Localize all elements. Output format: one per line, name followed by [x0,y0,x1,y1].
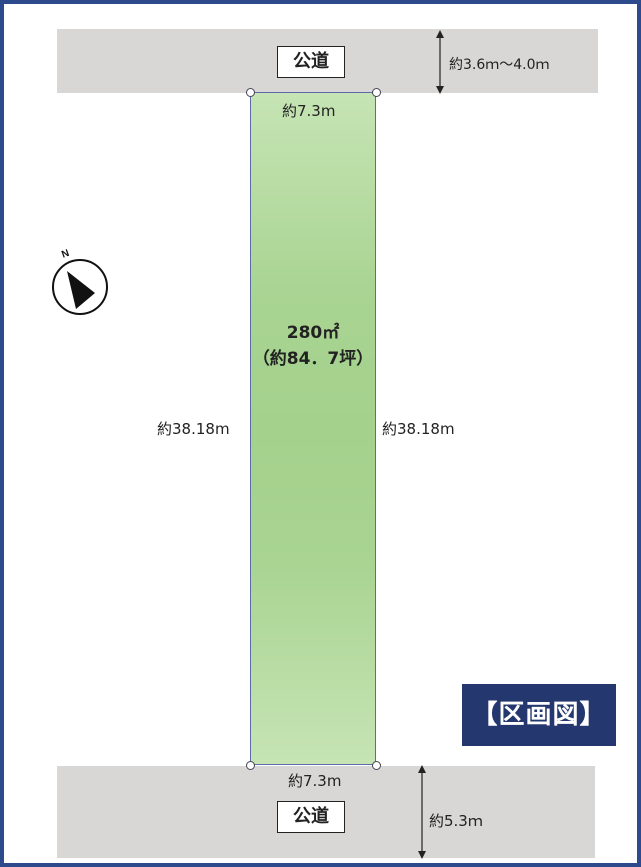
north-compass-icon: N [52,248,108,315]
parcel-corner-top-left [246,88,255,97]
land-parcel [250,92,376,765]
road-bottom-width-arrow [418,765,426,859]
road-top-width-label: 約3.6ｍ～4.0ｍ [449,57,550,73]
diagram-title-badge: 【区画図】 [462,684,616,746]
road-top-width-arrow [436,30,444,94]
parcel-right-dimension: 約38.18m [382,420,455,438]
road-bottom-width-label: 約5.3ｍ [429,812,483,830]
parcel-corner-bottom-right [372,761,381,770]
parcel-area-sqm: 280㎡ [286,323,340,343]
parcel-area-tsubo: （約84．7坪） [252,349,374,369]
parcel-corner-top-right [372,88,381,97]
road-label-top: 公道 [277,46,345,78]
road-label-bottom: 公道 [277,801,345,833]
parcel-corner-bottom-left [246,761,255,770]
compass-north-label: N [60,248,71,261]
parcel-left-dimension: 約38.18m [157,420,230,438]
parcel-bottom-dimension: 約7.3m [288,772,342,790]
parcel-top-dimension: 約7.3m [282,102,336,120]
